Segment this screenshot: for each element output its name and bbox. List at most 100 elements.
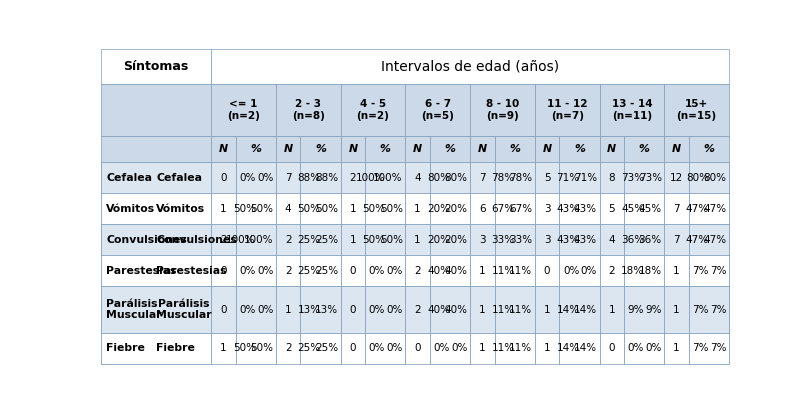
Bar <box>625 286 664 333</box>
Bar <box>365 255 405 286</box>
Bar <box>688 162 729 193</box>
Bar <box>430 333 470 364</box>
Bar <box>495 255 535 286</box>
Text: 0%: 0% <box>433 344 450 353</box>
Bar <box>625 193 664 224</box>
Bar <box>405 224 430 255</box>
Text: 1: 1 <box>673 305 680 315</box>
Text: 7%: 7% <box>710 305 727 315</box>
Bar <box>599 333 625 364</box>
Bar <box>340 224 365 255</box>
Bar <box>470 162 495 193</box>
Bar <box>560 286 599 333</box>
Text: 45%: 45% <box>638 204 662 213</box>
Text: 78%: 78% <box>492 173 514 182</box>
Text: 13 - 14
(n=11): 13 - 14 (n=11) <box>612 99 652 121</box>
Bar <box>560 193 599 224</box>
Text: 1: 1 <box>544 305 551 315</box>
Bar <box>211 84 276 137</box>
Bar <box>625 255 664 286</box>
Bar <box>301 286 340 333</box>
Text: N: N <box>478 144 487 154</box>
Bar <box>430 193 470 224</box>
Bar <box>599 193 625 224</box>
Text: 0: 0 <box>350 344 356 353</box>
Text: 0%: 0% <box>240 266 256 276</box>
Text: 100%: 100% <box>356 173 386 182</box>
Text: 40%: 40% <box>445 305 467 315</box>
Bar <box>560 333 599 364</box>
Text: 50%: 50% <box>362 235 386 245</box>
Bar <box>495 193 535 224</box>
Bar <box>664 162 688 193</box>
Bar <box>211 137 236 162</box>
Bar <box>236 193 276 224</box>
Bar <box>340 255 365 286</box>
Bar <box>101 333 211 364</box>
Bar <box>495 286 535 333</box>
Text: 100%: 100% <box>244 235 273 245</box>
Text: 1: 1 <box>285 305 292 315</box>
Text: 43%: 43% <box>574 204 597 213</box>
Bar <box>535 137 560 162</box>
Bar <box>535 255 560 286</box>
Bar <box>495 162 535 193</box>
Text: 0%: 0% <box>386 305 403 315</box>
Text: 20%: 20% <box>427 235 450 245</box>
Text: 2: 2 <box>285 344 292 353</box>
Bar <box>101 255 211 286</box>
Text: 40%: 40% <box>445 266 467 276</box>
Bar <box>599 137 625 162</box>
Text: 50%: 50% <box>297 204 321 213</box>
Bar <box>430 333 470 364</box>
Text: 36%: 36% <box>621 235 644 245</box>
Text: 25%: 25% <box>315 235 338 245</box>
Text: 1: 1 <box>414 235 421 245</box>
Text: 9%: 9% <box>646 305 662 315</box>
Bar <box>405 286 430 333</box>
Bar <box>470 224 495 255</box>
Bar <box>495 162 535 193</box>
Bar <box>560 255 599 286</box>
Bar <box>211 49 729 84</box>
Text: 14%: 14% <box>556 344 579 353</box>
Text: 13%: 13% <box>297 305 321 315</box>
Bar <box>535 333 560 364</box>
Text: 0: 0 <box>608 344 615 353</box>
Text: 7: 7 <box>285 173 292 182</box>
Text: 13%: 13% <box>315 305 338 315</box>
Bar <box>535 162 560 193</box>
Bar <box>430 162 470 193</box>
Bar <box>535 224 560 255</box>
Text: %: % <box>574 144 585 154</box>
Bar <box>301 137 340 162</box>
Bar <box>495 255 535 286</box>
Text: 9%: 9% <box>628 305 644 315</box>
Text: 7%: 7% <box>710 344 727 353</box>
Bar <box>236 162 276 193</box>
Text: 11 - 12
(n=7): 11 - 12 (n=7) <box>547 99 587 121</box>
Bar <box>688 333 729 364</box>
Text: Cefalea: Cefalea <box>156 173 202 182</box>
Text: 0%: 0% <box>257 266 273 276</box>
Bar <box>430 193 470 224</box>
Text: 20%: 20% <box>445 235 467 245</box>
Bar <box>688 224 729 255</box>
Text: Convulsiones: Convulsiones <box>156 235 237 245</box>
Text: 4: 4 <box>414 173 421 182</box>
Bar <box>495 286 535 333</box>
Text: 50%: 50% <box>362 204 386 213</box>
Bar <box>599 162 625 193</box>
Bar <box>340 193 365 224</box>
Text: 18%: 18% <box>638 266 662 276</box>
Text: 100%: 100% <box>226 235 256 245</box>
Text: 14%: 14% <box>574 344 597 353</box>
Text: 0%: 0% <box>369 305 386 315</box>
Text: 0%: 0% <box>386 344 403 353</box>
Bar <box>625 162 664 193</box>
Text: Vómitos: Vómitos <box>106 204 156 213</box>
Text: Intervalos de edad (años): Intervalos de edad (años) <box>381 59 559 73</box>
Bar <box>101 333 211 364</box>
Text: 50%: 50% <box>315 204 338 213</box>
Text: 71%: 71% <box>556 173 579 182</box>
